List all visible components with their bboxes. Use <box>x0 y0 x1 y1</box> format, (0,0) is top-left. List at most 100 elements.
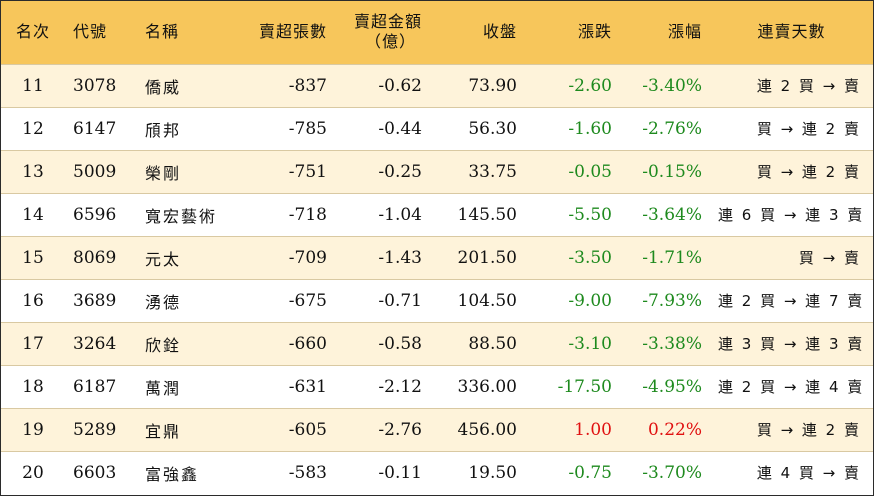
trend-cell: 連 6 買 → 連 3 賣 <box>718 206 865 224</box>
table-row[interactable]: 20 6603 富強鑫 -583 -0.11 19.50 -0.75 -3.70… <box>1 451 873 494</box>
close-cell: 456.00 <box>457 419 517 440</box>
name-cell[interactable]: 宜鼎 <box>145 421 182 441</box>
sell-amount-cell: -1.04 <box>378 204 422 225</box>
trend-cell: 連 2 買 → 連 4 賣 <box>718 378 865 396</box>
code-cell[interactable]: 6147 <box>73 118 117 139</box>
sell-amount-cell: -0.62 <box>378 75 422 96</box>
name-cell[interactable]: 萬潤 <box>145 378 182 398</box>
header-rank[interactable]: 名次 <box>15 22 50 42</box>
change-cell: -9.00 <box>568 290 612 311</box>
rank-cell: 13 <box>22 161 44 182</box>
sell-amount-cell: -0.11 <box>378 462 422 483</box>
table-body: 11 3078 僑威 -837 -0.62 73.90 -2.60 -3.40%… <box>1 64 873 494</box>
name-cell[interactable]: 富強鑫 <box>145 464 200 484</box>
table-row[interactable]: 11 3078 僑威 -837 -0.62 73.90 -2.60 -3.40%… <box>1 64 873 107</box>
name-cell[interactable]: 頎邦 <box>145 120 182 140</box>
close-cell: 56.30 <box>468 118 517 139</box>
trend-cell: 連 2 買 → 連 7 賣 <box>718 292 865 310</box>
header-sell-lots[interactable]: 賣超張數 <box>258 22 327 42</box>
table-row[interactable]: 17 3264 欣銓 -660 -0.58 88.50 -3.10 -3.38%… <box>1 322 873 365</box>
name-cell[interactable]: 寬宏藝術 <box>145 206 218 226</box>
trend-cell: 連 4 買 → 賣 <box>756 464 861 483</box>
name-cell[interactable]: 元太 <box>145 249 182 269</box>
header-code[interactable]: 代號 <box>73 22 108 42</box>
sell-amount-cell: -0.58 <box>378 333 422 354</box>
change-cell: -5.50 <box>568 204 612 225</box>
pct-cell: -1.71% <box>642 247 702 268</box>
code-cell[interactable]: 5289 <box>73 419 117 440</box>
close-cell: 88.50 <box>468 333 517 354</box>
name-cell[interactable]: 欣銓 <box>145 335 182 355</box>
sell-amount-cell: -0.44 <box>378 118 422 139</box>
rank-cell: 12 <box>22 118 44 139</box>
code-cell[interactable]: 6596 <box>73 204 117 225</box>
sell-lots-cell: -660 <box>288 333 327 354</box>
header-trend[interactable]: 連賣天數 <box>757 22 826 42</box>
code-cell[interactable]: 8069 <box>73 247 117 268</box>
pct-cell: -3.70% <box>642 462 702 483</box>
close-cell: 336.00 <box>457 376 517 397</box>
header-sell-amount-line2: （億） <box>364 32 416 52</box>
change-cell: 1.00 <box>574 419 612 440</box>
code-cell[interactable]: 3689 <box>73 290 117 311</box>
rank-cell: 18 <box>22 376 44 397</box>
header-row: 名次 代號 名稱 賣超張數 賣超金額 （億） 收盤 漲跌 漲幅 連賣天數 <box>1 1 873 64</box>
pct-cell: 0.22% <box>647 419 702 440</box>
table-row[interactable]: 14 6596 寬宏藝術 -718 -1.04 145.50 -5.50 -3.… <box>1 193 873 236</box>
sell-lots-cell: -583 <box>288 462 327 483</box>
change-cell: -2.60 <box>568 75 612 96</box>
header-close[interactable]: 收盤 <box>482 22 517 42</box>
table-row[interactable]: 15 8069 元太 -709 -1.43 201.50 -3.50 -1.71… <box>1 236 873 279</box>
change-cell: -3.50 <box>568 247 612 268</box>
table-row[interactable]: 13 5009 榮剛 -751 -0.25 33.75 -0.05 -0.15%… <box>1 150 873 193</box>
close-cell: 33.75 <box>468 161 517 182</box>
rank-cell: 11 <box>22 75 44 96</box>
rank-cell: 20 <box>22 462 44 483</box>
pct-cell: -3.64% <box>642 204 702 225</box>
sell-lots-cell: -675 <box>288 290 327 311</box>
code-cell[interactable]: 5009 <box>73 161 117 182</box>
sell-lots-cell: -785 <box>288 118 327 139</box>
rank-cell: 19 <box>22 419 44 440</box>
trend-cell: 連 2 買 → 賣 <box>756 77 861 95</box>
header-sell-amount[interactable]: 賣超金額 （億） <box>335 1 430 64</box>
trend-cell: 買 → 連 2 賣 <box>756 120 861 138</box>
sell-amount-cell: -1.43 <box>378 247 422 268</box>
change-cell: -17.50 <box>557 376 612 397</box>
close-cell: 145.50 <box>457 204 517 225</box>
sell-lots-cell: -751 <box>288 161 327 182</box>
table-row[interactable]: 12 6147 頎邦 -785 -0.44 56.30 -1.60 -2.76%… <box>1 107 873 150</box>
trend-cell: 買 → 連 2 賣 <box>756 421 861 439</box>
header-name[interactable]: 名稱 <box>145 22 180 42</box>
sell-lots-cell: -718 <box>288 204 327 225</box>
change-cell: -1.60 <box>568 118 612 139</box>
header-sell-amount-line1: 賣超金額 <box>353 12 422 32</box>
code-cell[interactable]: 6187 <box>73 376 117 397</box>
pct-cell: -4.95% <box>642 376 702 397</box>
trend-cell: 買 → 賣 <box>798 249 861 267</box>
name-cell[interactable]: 榮剛 <box>145 163 182 183</box>
change-cell: -3.10 <box>568 333 612 354</box>
code-cell[interactable]: 3078 <box>73 75 117 96</box>
sell-amount-cell: -0.25 <box>378 161 422 182</box>
rank-cell: 17 <box>22 333 44 354</box>
close-cell: 73.90 <box>468 75 517 96</box>
table-row[interactable]: 18 6187 萬潤 -631 -2.12 336.00 -17.50 -4.9… <box>1 365 873 408</box>
pct-cell: -3.40% <box>642 75 702 96</box>
sell-lots-cell: -709 <box>288 247 327 268</box>
change-cell: -0.75 <box>568 462 612 483</box>
table-row[interactable]: 19 5289 宜鼎 -605 -2.76 456.00 1.00 0.22% … <box>1 408 873 451</box>
name-cell[interactable]: 僑威 <box>145 77 182 97</box>
rank-cell: 14 <box>22 204 44 225</box>
rank-cell: 15 <box>22 247 44 268</box>
header-change[interactable]: 漲跌 <box>577 22 612 42</box>
code-cell[interactable]: 3264 <box>73 333 117 354</box>
code-cell[interactable]: 6603 <box>73 462 117 483</box>
sell-lots-cell: -605 <box>288 419 327 440</box>
trend-cell: 連 3 買 → 連 3 賣 <box>718 335 865 353</box>
name-cell[interactable]: 湧德 <box>145 292 182 312</box>
header-pct[interactable]: 漲幅 <box>667 22 702 42</box>
table-row[interactable]: 16 3689 湧德 -675 -0.71 104.50 -9.00 -7.93… <box>1 279 873 322</box>
